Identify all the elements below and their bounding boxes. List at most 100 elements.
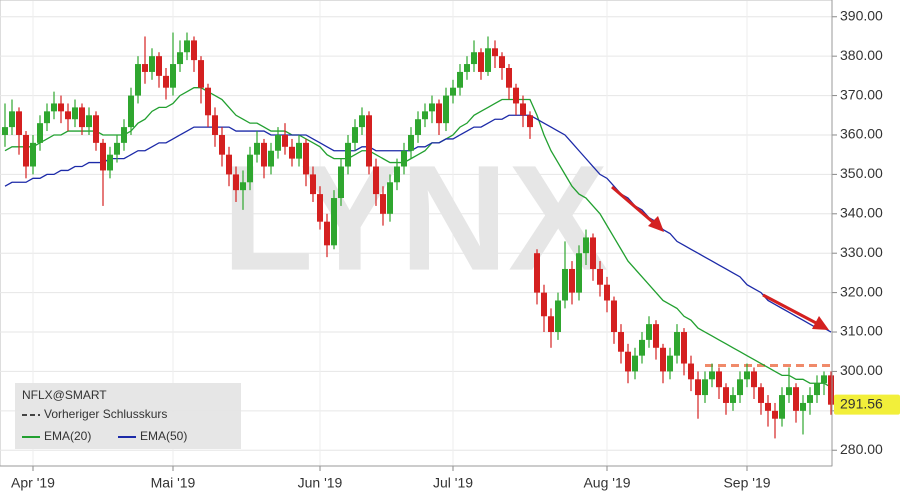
candle-body [499,56,505,68]
candle-body [793,387,799,411]
candle-body [709,371,715,380]
candle-body [737,379,743,396]
candle-body [548,316,554,333]
candle-body [422,111,428,120]
candle-body [156,56,162,76]
candle-body [527,115,533,128]
candle-body [821,375,827,384]
candle-body [107,154,113,171]
candle-body [79,107,85,128]
watermark: LYNX [222,134,608,302]
candle-body [779,395,785,419]
candle-body [30,142,36,167]
candle-body [723,387,729,403]
candle-body [275,134,281,151]
candle-body [765,402,771,411]
candle-body [177,52,183,65]
candle-body [387,182,393,214]
candle-body [464,64,470,72]
candle-body [800,402,806,411]
candle-body [100,142,106,171]
legend-entry: Vorheriger Schlusskurs [44,407,167,421]
y-tick-label: 310.00 [840,323,883,339]
y-tick-label: 390.00 [840,7,883,23]
candle-body [324,221,330,246]
legend-entry: EMA(50) [140,429,187,443]
candle-body [639,339,645,356]
candle-body [513,87,519,104]
candle-body [226,154,232,175]
candle-body [219,134,225,155]
candle-body [814,383,820,396]
x-tick-label: Apr '19 [11,475,55,491]
candle-body [282,134,288,147]
candle-body [135,64,141,96]
y-tick-label: 350.00 [840,165,883,181]
candle-body [72,107,78,120]
candle-body [401,150,407,167]
y-tick-label: 300.00 [840,362,883,378]
candle-body [541,292,547,317]
candle-body [93,115,99,143]
candle-body [128,95,134,128]
candle-body [443,95,449,124]
candle-body [380,194,386,214]
candle-body [674,332,680,356]
candle-body [170,64,176,88]
candle-body [345,142,351,167]
candle-body [317,194,323,222]
candle-body [37,123,43,143]
candle-body [2,127,8,135]
candle-body [730,395,736,403]
candle-body [394,166,400,183]
ema-line [4,87,832,388]
candle-body [485,48,491,72]
candle-body [16,111,22,135]
candle-body [758,387,764,403]
annotation-arrows [611,185,829,330]
price-tag-label: 291.56 [840,395,883,411]
candle-body [681,332,687,364]
candle-body [23,134,29,167]
y-tick-label: 340.00 [840,204,883,220]
x-tick-label: Jun '19 [298,475,343,491]
candle-body [618,332,624,352]
candle-body [233,174,239,191]
candle-body [58,103,64,112]
candle-body [695,379,701,396]
y-tick-label: 360.00 [840,126,883,142]
candle-body [65,111,71,120]
candle-body [450,87,456,96]
x-tick-label: Jul '19 [433,475,473,491]
candle-body [408,134,414,151]
candle-body [716,371,722,388]
y-tick-label: 370.00 [840,86,883,102]
candle-body [184,40,190,53]
candle-body [373,166,379,195]
candle-body [86,115,92,128]
candle-body [772,410,778,419]
y-tick-label: 280.00 [840,441,883,457]
candle-body [471,52,477,65]
candle-body [590,237,596,269]
candle-body [597,268,603,285]
candle-body [702,379,708,396]
candle-body [240,182,246,191]
candle-body [751,371,757,388]
candle-body [359,115,365,128]
candle-body [9,111,15,128]
candle-body [576,253,582,293]
candle-body [415,119,421,135]
candle-body [807,395,813,403]
candle-body [261,142,267,167]
candle-body [478,52,484,72]
x-tick-label: Mai '19 [151,475,196,491]
x-tick-label: Aug '19 [583,475,630,491]
candle-body [198,60,204,88]
candle-body [828,375,834,405]
candle-body [429,103,435,112]
candle-body [667,355,673,372]
candle-body [191,40,197,61]
candle-body [303,142,309,175]
candle-body [366,115,372,167]
